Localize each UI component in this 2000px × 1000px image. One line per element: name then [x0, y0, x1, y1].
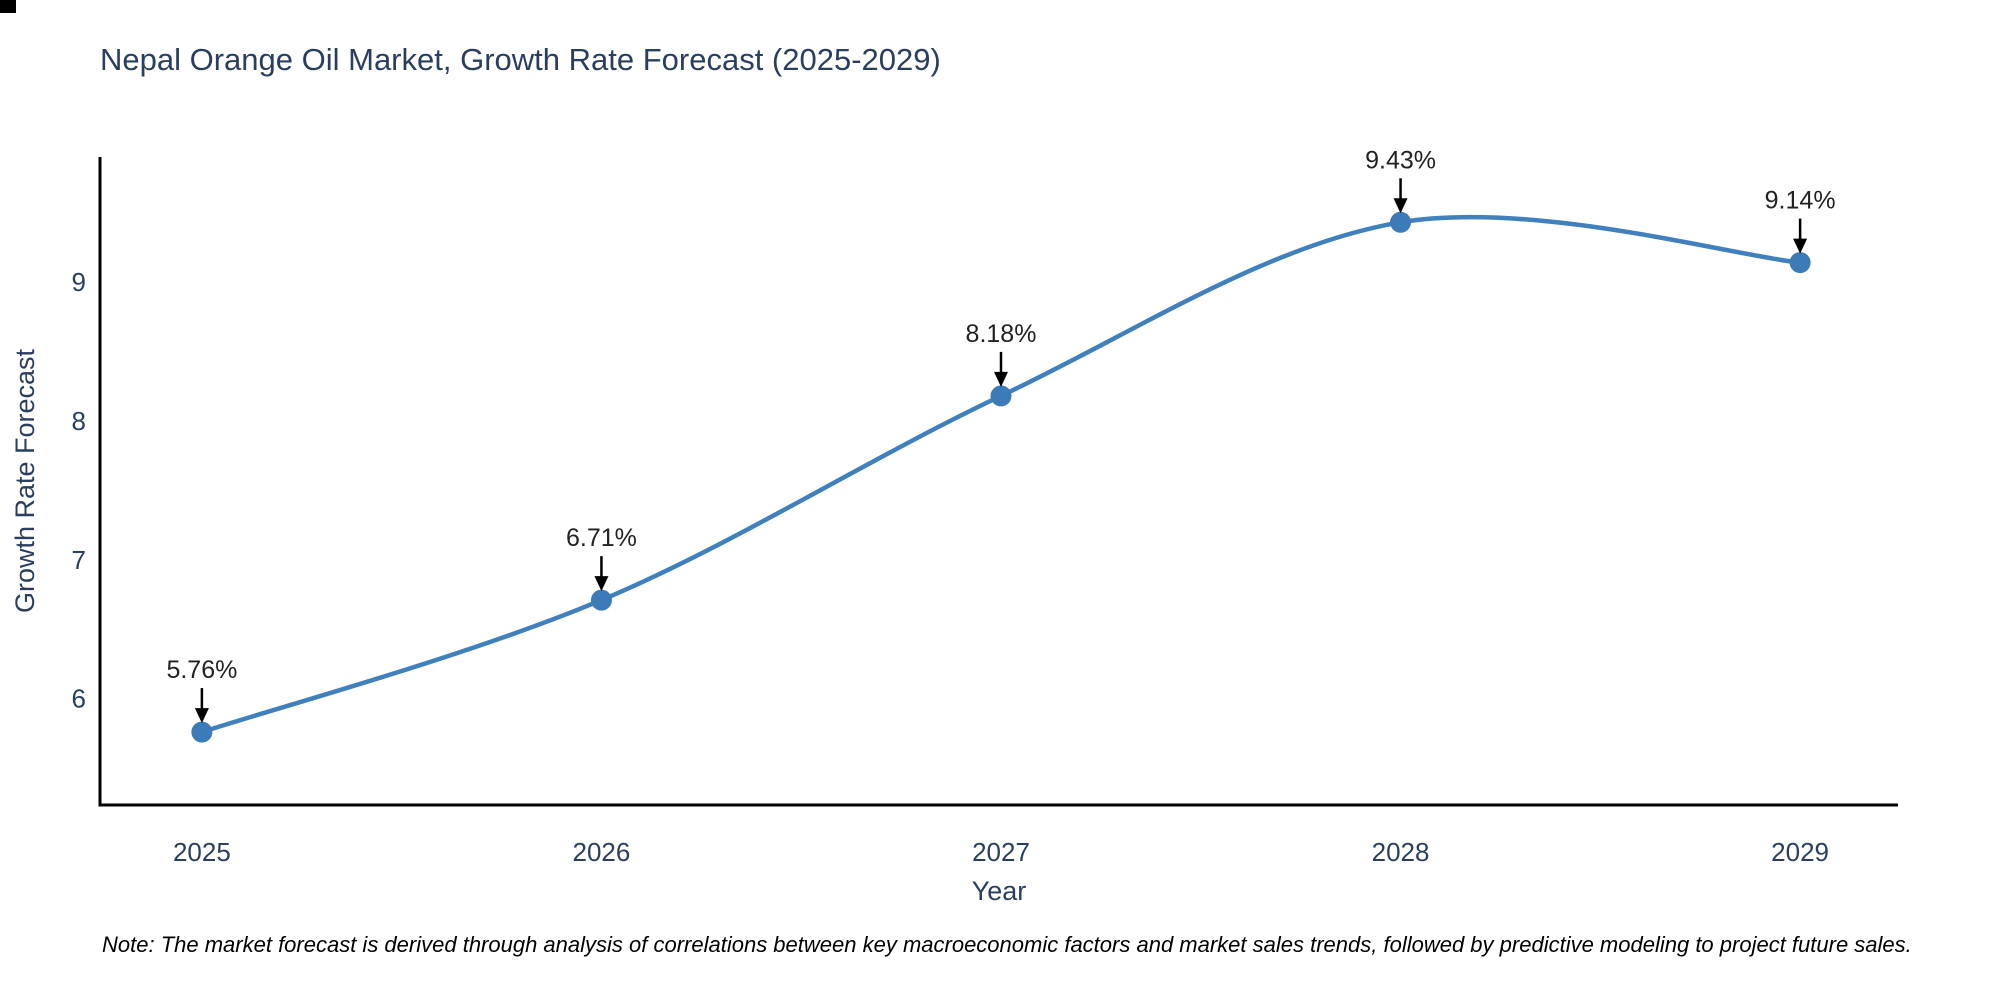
x-tick-label: 2029: [1771, 837, 1829, 867]
data-point-marker: [1390, 211, 1412, 233]
x-tick-label: 2027: [972, 837, 1030, 867]
y-axis-title: Growth Rate Forecast: [10, 348, 40, 613]
forecast-line: [199, 214, 1803, 735]
y-tick-label: 8: [72, 406, 86, 436]
annotation-arrowhead-icon: [194, 708, 209, 724]
data-point-marker: [1789, 252, 1811, 274]
data-point-marker: [191, 721, 213, 743]
y-tick-label: 7: [72, 545, 86, 575]
y-tick-label: 9: [72, 267, 86, 297]
x-tick-label: 2026: [573, 837, 631, 867]
footnote: Note: The market forecast is derived thr…: [102, 932, 1912, 957]
x-tick-label: 2028: [1372, 837, 1430, 867]
data-point-marker: [990, 385, 1012, 407]
point-annotation-label: 9.14%: [1765, 187, 1836, 215]
annotation-arrowhead-icon: [594, 576, 609, 592]
data-point-marker: [590, 589, 612, 611]
plot-area: 6 7 8 9 2025 2026 2027 2028 2029 5.76% 6.71% 8.18% 9…: [72, 146, 1898, 867]
annotation-arrowhead-icon: [1793, 238, 1808, 254]
chart-title: Nepal Orange Oil Market, Growth Rate For…: [100, 42, 941, 77]
point-annotation-label: 8.18%: [966, 320, 1037, 348]
x-tick-label: 2025: [173, 837, 231, 867]
point-annotation-label: 5.76%: [166, 656, 237, 684]
annotation-arrowhead-icon: [993, 371, 1008, 387]
corner-artifact: [0, 0, 16, 13]
x-axis-title: Year: [972, 876, 1027, 906]
point-annotation-label: 9.43%: [1365, 146, 1436, 174]
point-annotation-label: 6.71%: [566, 524, 637, 552]
annotation-arrowhead-icon: [1393, 198, 1408, 214]
y-tick-label: 6: [72, 684, 86, 714]
